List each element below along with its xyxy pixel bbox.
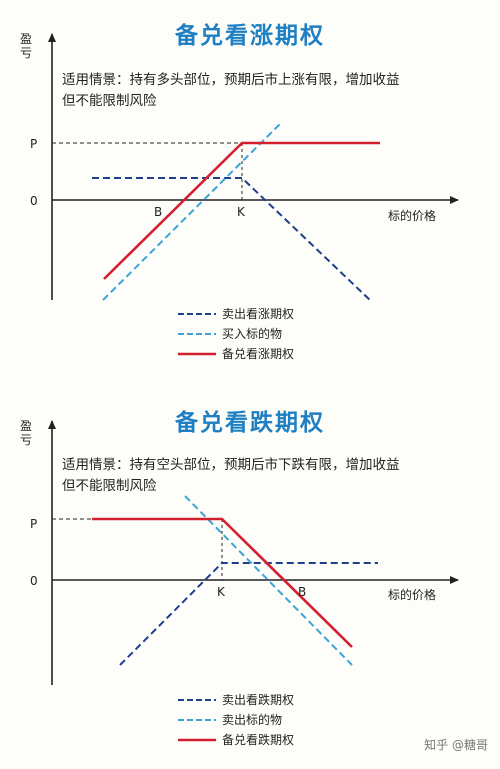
x-axis-title: 标的价格 [388, 208, 436, 223]
scenario-text: 适用情景：持有空头部位，预期后市下跌有限，增加收益但不能限制风险 [62, 457, 400, 494]
p-tick-label: P [30, 517, 37, 531]
panel-title: 备兑看涨期权 [175, 23, 325, 49]
k-tick-label: K [217, 585, 226, 599]
legend: 卖出看跌期权 卖出标的物 备兑看跌期权 [178, 692, 378, 752]
b-tick-label: B [298, 585, 306, 599]
legend-label: 买入标的物 [222, 327, 283, 341]
long-underlying-line [102, 123, 281, 301]
legend-item-short-put: 卖出看跌期权 [178, 692, 378, 712]
legend-item-covered-call: 备兑看涨期权 [178, 346, 378, 366]
legend-swatch-short-underlying [178, 719, 216, 721]
panel-title: 备兑看跌期权 [175, 410, 325, 436]
covered-put-payoff-line [92, 517, 353, 648]
legend-label: 备兑看跌期权 [222, 733, 295, 747]
legend-label: 卖出看涨期权 [222, 307, 295, 321]
legend-swatch-short-call [178, 313, 216, 315]
legend-item-covered-put: 备兑看跌期权 [178, 732, 378, 752]
covered-call-payoff-line [103, 141, 380, 280]
k-tick-label: K [237, 205, 246, 219]
covered-call-diagram: P 0 B K 标的价格 [30, 33, 459, 303]
legend: 卖出看涨期权 买入标的物 备兑看涨期权 [178, 306, 378, 366]
zero-tick-label: 0 [30, 194, 38, 208]
short-call-line [92, 177, 373, 303]
legend-item-short-underlying: 卖出标的物 [178, 712, 378, 732]
y-axis-title: 盈亏 [19, 32, 32, 60]
p-tick-label: P [30, 137, 37, 151]
legend-swatch-covered-call [178, 352, 216, 356]
legend-label: 备兑看涨期权 [222, 347, 295, 361]
scenario-text: 适用情景：持有多头部位，预期后市上涨有限，增加收益但不能限制风险 [62, 72, 400, 109]
legend-swatch-long-underlying [178, 333, 216, 335]
covered-call-panel: P 0 B K 标的价格 备兑看涨期权 盈亏 适用情景：持有多头部位，预期后市上… [19, 23, 459, 366]
legend-item-short-call: 卖出看涨期权 [178, 306, 378, 326]
legend-swatch-covered-put [178, 738, 216, 742]
x-axis-title: 标的价格 [388, 587, 436, 602]
short-put-line [119, 562, 378, 666]
zero-tick-label: 0 [30, 574, 38, 588]
legend-item-long-underlying: 买入标的物 [178, 326, 378, 346]
y-axis-title: 盈亏 [19, 419, 32, 447]
legend-label: 卖出看跌期权 [222, 693, 295, 707]
legend-label: 卖出标的物 [222, 713, 283, 727]
covered-put-panel: P 0 K B 标的价格 备兑看跌期权 盈亏 适用情景：持有空头部位，预期后市下… [0, 385, 500, 769]
b-tick-label: B [154, 205, 162, 219]
watermark: 知乎 @糖哥 [424, 738, 488, 752]
short-underlying-line [184, 495, 353, 666]
covered-put-diagram: P 0 K B 标的价格 [30, 420, 459, 685]
legend-swatch-short-put [178, 699, 216, 701]
